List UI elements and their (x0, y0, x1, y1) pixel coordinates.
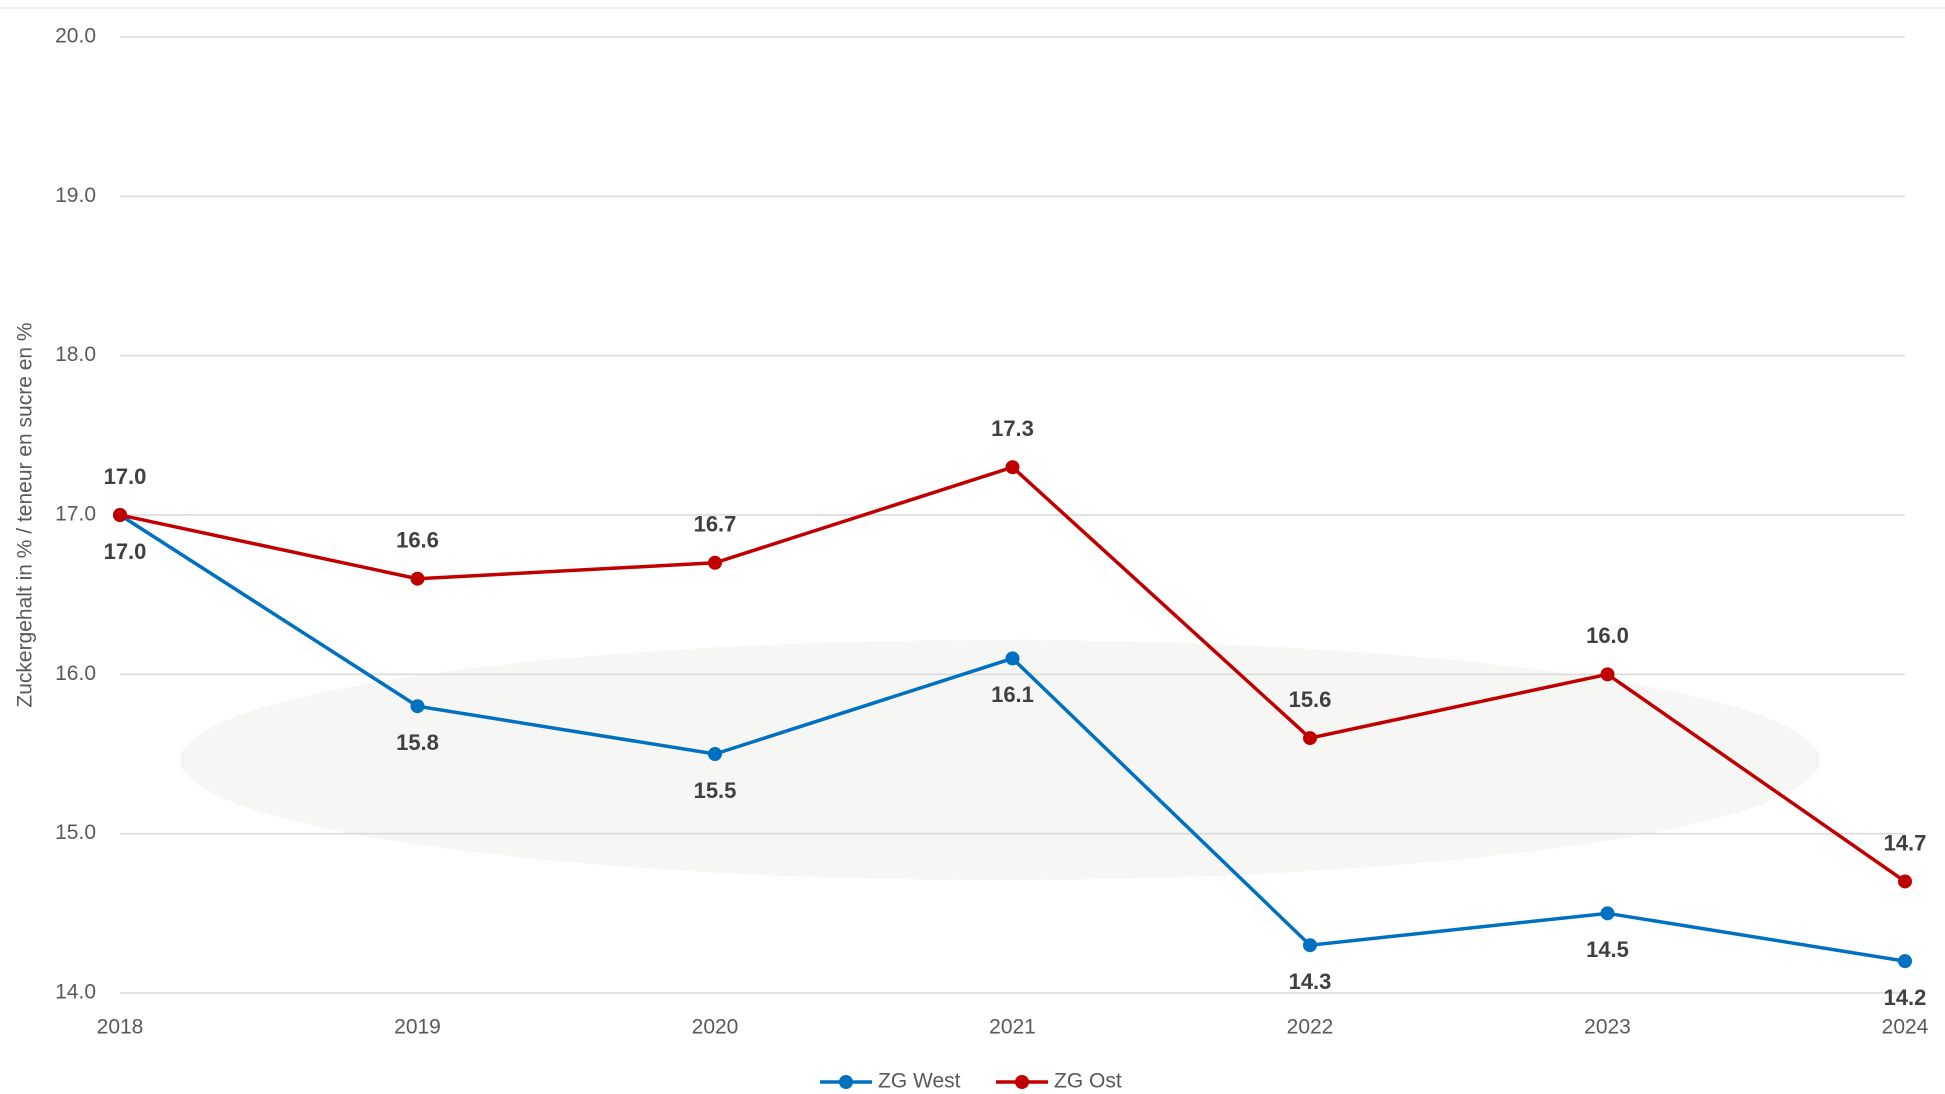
data-point (1005, 460, 1020, 475)
y-axis-title: Zuckergehalt in % / teneur en sucre en % (14, 322, 37, 707)
background-shadow (180, 640, 1820, 880)
value-label: 14.5 (1586, 937, 1629, 962)
data-point (113, 508, 127, 522)
data-point (410, 571, 425, 586)
data-point (1898, 954, 1912, 969)
y-tick-label: 15.0 (55, 821, 96, 844)
legend-label: ZG Ost (1054, 1070, 1122, 1093)
y-tick-label: 19.0 (55, 184, 96, 207)
x-tick-label: 2020 (692, 1016, 739, 1039)
data-point (1600, 667, 1615, 682)
value-label: 14.3 (1289, 969, 1332, 994)
value-label: 14.7 (1884, 830, 1927, 855)
legend-marker (1015, 1075, 1029, 1089)
x-tick-label: 2024 (1882, 1016, 1929, 1039)
y-tick-label: 17.0 (55, 503, 96, 526)
legend-label: ZG West (878, 1070, 961, 1093)
data-point (1005, 651, 1020, 666)
x-tick-label: 2022 (1287, 1016, 1334, 1039)
value-label: 17.3 (991, 416, 1034, 441)
x-tick-label: 2019 (394, 1016, 441, 1039)
value-label: 15.5 (694, 778, 737, 803)
data-point (1303, 938, 1317, 953)
value-label: 17.0 (104, 539, 147, 564)
value-label: 15.8 (396, 730, 439, 755)
y-tick-label: 14.0 (55, 981, 96, 1004)
value-label: 14.2 (1884, 985, 1927, 1010)
data-point (410, 699, 425, 714)
value-label: 16.0 (1586, 623, 1629, 648)
data-point (1898, 874, 1912, 889)
value-label: 16.6 (396, 528, 439, 553)
y-tick-label: 18.0 (55, 343, 96, 366)
x-tick-label: 2023 (1584, 1016, 1631, 1039)
value-label: 16.7 (694, 512, 737, 537)
value-label: 15.6 (1289, 687, 1332, 712)
value-label: 16.1 (991, 682, 1034, 707)
x-tick-label: 2021 (989, 1016, 1036, 1039)
data-point (708, 747, 722, 761)
x-tick-label: 2018 (97, 1016, 144, 1039)
data-point (708, 555, 722, 570)
y-tick-label: 16.0 (55, 662, 96, 685)
data-point (1303, 731, 1317, 746)
y-tick-label: 20.0 (55, 25, 96, 48)
data-point (1600, 906, 1615, 921)
legend-marker (839, 1075, 853, 1089)
value-label: 17.0 (104, 464, 147, 489)
